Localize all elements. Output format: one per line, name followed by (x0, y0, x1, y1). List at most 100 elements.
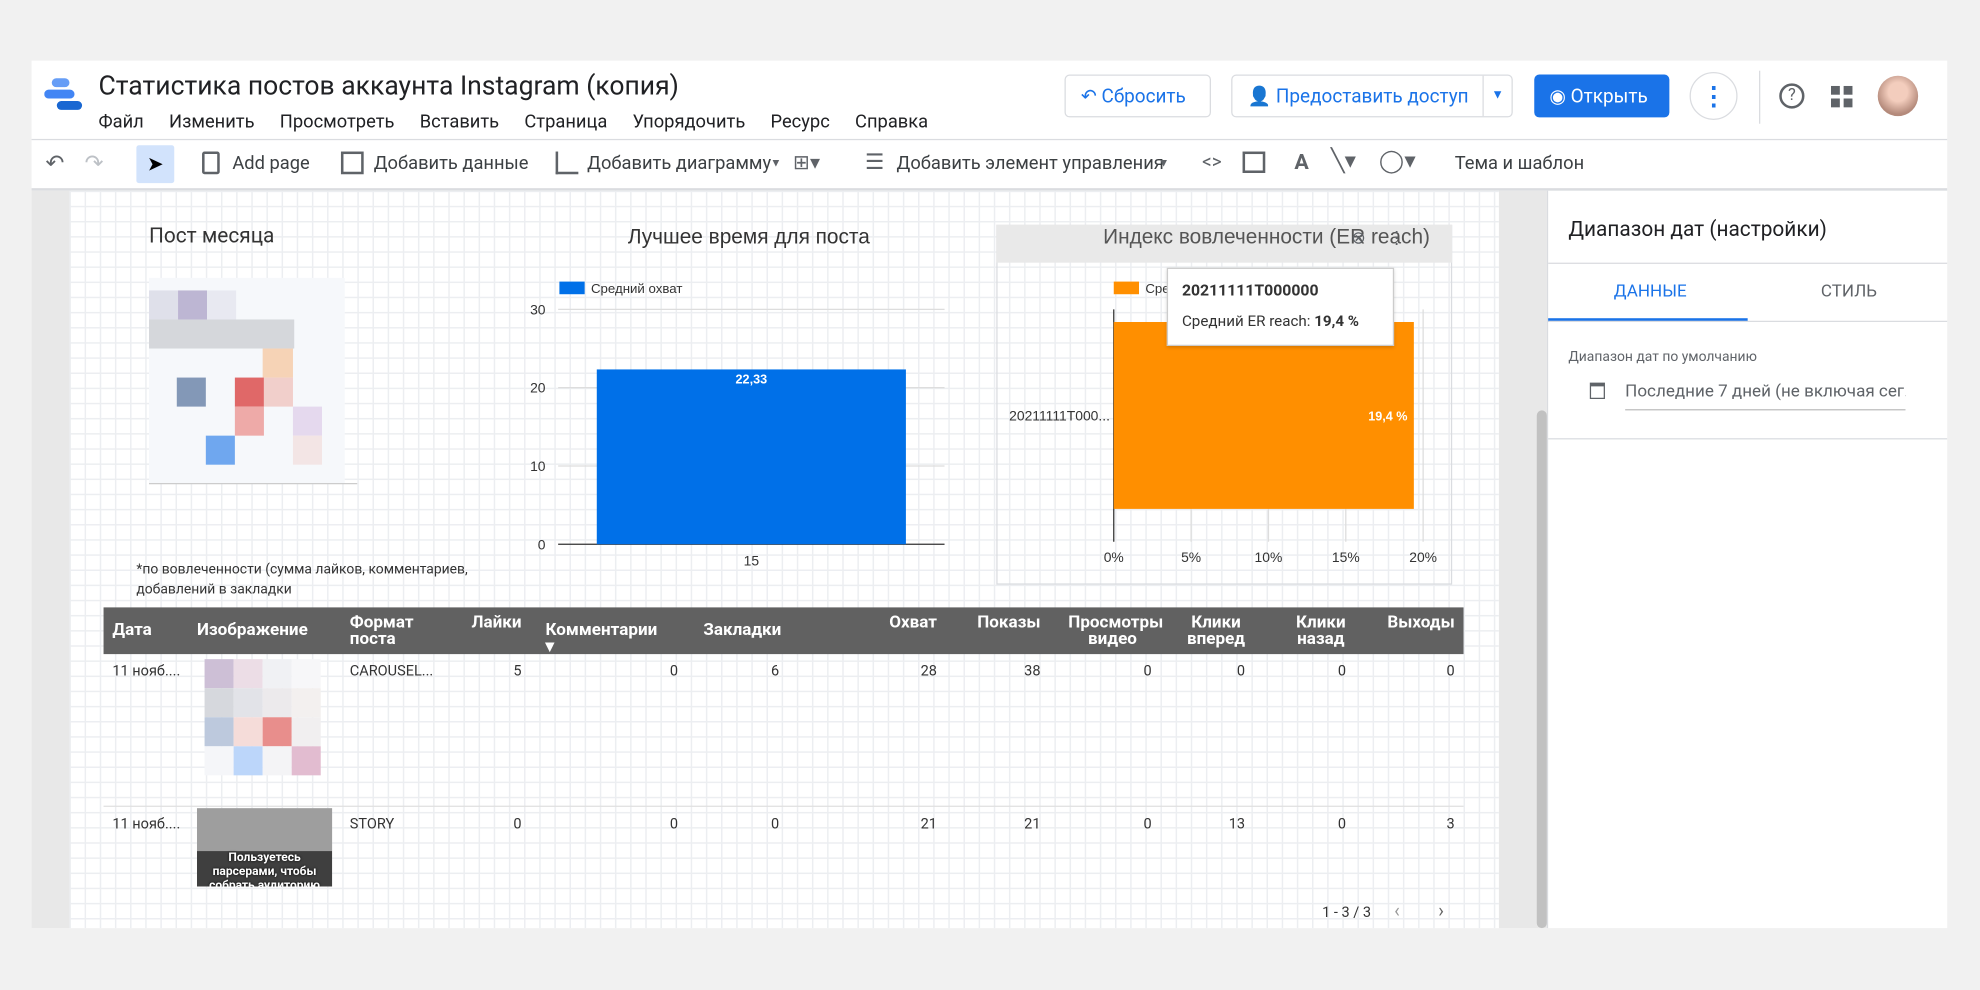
data-label: 22,33 (736, 372, 768, 386)
cell-value: 3 (1446, 814, 1455, 833)
cell-value: 0 (1236, 661, 1246, 680)
thumbnail-pixel (262, 688, 292, 718)
thumbnail-pixel (233, 659, 263, 689)
add-data-icon (340, 151, 364, 175)
more-button[interactable]: ⋮ (1689, 71, 1738, 120)
table-header (103, 607, 1464, 655)
menu-item[interactable]: Страница (524, 111, 608, 133)
tooltip-value: 19,4 % (1314, 311, 1359, 330)
community-icon[interactable]: ⊞▾ (793, 150, 821, 175)
cell-value: 0 (770, 814, 780, 833)
tab-style[interactable]: СТИЛЬ (1820, 281, 1878, 302)
y-tick-label: 20 (530, 380, 546, 396)
bar (596, 369, 906, 545)
share-label: Предоставить доступ (1275, 84, 1469, 108)
pagination: 1 - 3 / 3 (1322, 902, 1372, 921)
column-header[interactable]: Охват (889, 612, 937, 633)
menu-item[interactable]: Файл (98, 111, 144, 133)
cell-value: 21 (1024, 814, 1041, 833)
dropdown-arrow: ▼ (1157, 157, 1170, 171)
thumbnail-pixel (291, 659, 321, 689)
menu-item[interactable]: Справка (855, 111, 929, 133)
avatar[interactable] (1877, 75, 1919, 117)
line-icon[interactable]: ╲▾ (1330, 147, 1357, 175)
thumbnail-text: Пользуетесь парсерами, чтобы собрать ауд… (196, 851, 333, 887)
add-chart[interactable]: Добавить диаграмму (587, 152, 772, 175)
menu-item[interactable]: Изменить (169, 111, 255, 133)
column-header[interactable]: Изображение (196, 620, 308, 641)
undo-icon[interactable]: ↶ (45, 150, 65, 177)
shape-icon[interactable]: ◯▾ (1378, 147, 1416, 175)
chart-title: Индекс вовлеченности (ER reach) (1103, 226, 1430, 249)
column-header[interactable]: Клики вперед (1187, 612, 1246, 650)
embed-icon[interactable]: <> (1202, 150, 1222, 173)
thumbnail-pixel (291, 688, 321, 718)
column-header[interactable]: Формат поста (349, 612, 414, 650)
tab-data[interactable]: ДАННЫЕ (1613, 281, 1687, 302)
column-header[interactable]: Показы (977, 612, 1041, 633)
menu-item[interactable]: Вставить (419, 111, 500, 133)
tooltip-label: Средний ER reach: (1181, 311, 1311, 330)
cell-value: 0 (1446, 661, 1455, 680)
add-control[interactable]: Добавить элемент управления (896, 152, 1164, 175)
x-tick-label: 15% (1332, 549, 1360, 565)
thumbnail-pixel (262, 746, 292, 776)
note: *по вовлеченности (сумма лайков, коммент… (136, 560, 468, 598)
column-header[interactable]: Выходы (1387, 612, 1455, 633)
chart-title: Лучшее время для поста (628, 226, 870, 249)
cell-value: 28 (920, 661, 937, 680)
thumbnail-pixel (262, 717, 292, 747)
y-tick-label: 20211111T000... (1009, 407, 1110, 423)
share-button[interactable]: 👤 Предоставить доступ ▼ (1231, 74, 1513, 118)
add-page-icon (202, 151, 220, 175)
reset-button[interactable]: ↶ Сбросить (1064, 74, 1211, 118)
column-header[interactable]: Закладки (703, 620, 782, 641)
column-header[interactable]: Лайки (471, 612, 522, 633)
cell-value: 0 (513, 814, 522, 833)
help-icon[interactable]: ? (1779, 83, 1805, 109)
post-image (149, 277, 358, 485)
cell-value: 5 (513, 661, 522, 680)
reset-label: Сбросить (1101, 84, 1186, 108)
cell-value: 0 (1337, 661, 1347, 680)
column-header[interactable]: Клики назад (1296, 612, 1346, 650)
add-page[interactable]: Add page (232, 152, 310, 175)
thumbnail-pixel (204, 746, 234, 776)
bar (1113, 322, 1414, 509)
cell-value: 0 (669, 814, 679, 833)
column-header[interactable]: Комментарии ▾ (545, 620, 658, 657)
date-range-field[interactable]: Последние 7 дней (не включая сег... (1625, 381, 1906, 411)
divider (31, 138, 1948, 141)
thumbnail-pixel (262, 659, 292, 689)
menu-item[interactable]: Упорядочить (632, 111, 746, 133)
add-data[interactable]: Добавить данные (373, 152, 529, 175)
cell-value: 0 (1143, 661, 1152, 680)
cell-date: 11 нояб.... (112, 814, 181, 833)
scrollbar[interactable] (1536, 410, 1547, 929)
thumbnail-pixel (291, 746, 321, 776)
column-header[interactable]: Просмотры видео (1068, 612, 1164, 650)
thumbnail-pixel (233, 746, 263, 776)
chart-icons[interactable]: ⊗ ⋮ (1351, 228, 1406, 249)
image-icon[interactable] (1242, 151, 1266, 173)
row-divider (103, 805, 1464, 807)
open-button[interactable]: ◉ Открыть (1534, 74, 1670, 118)
menu-item[interactable]: Просмотреть (279, 111, 395, 133)
redo-icon[interactable]: ↷ (84, 150, 104, 177)
text-icon[interactable]: A (1294, 150, 1309, 176)
column-header[interactable]: Дата (112, 620, 152, 641)
cell-value: 6 (770, 661, 780, 680)
x-tick-label: 0% (1104, 549, 1124, 565)
cell-value: 21 (920, 814, 937, 833)
legend-swatch (1113, 281, 1140, 295)
prev-page[interactable]: ‹ (1394, 899, 1400, 922)
divider (1548, 320, 1948, 323)
menu-item[interactable]: Ресурс (770, 111, 830, 133)
next-page[interactable]: › (1438, 899, 1444, 922)
select-tool[interactable]: ➤ (136, 145, 175, 184)
theme[interactable]: Тема и шаблон (1454, 152, 1585, 175)
cell-date: 11 нояб.... (112, 661, 181, 680)
chart-header (996, 224, 1453, 263)
apps-icon[interactable] (1831, 85, 1854, 109)
